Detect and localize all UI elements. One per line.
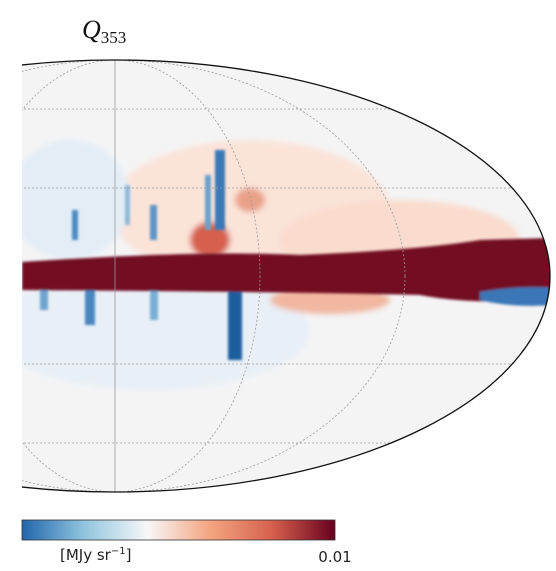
unit: [MJy sr — [60, 546, 112, 564]
colorbar-label: [MJy sr−1] — [60, 546, 131, 564]
title: Q353 — [82, 15, 126, 47]
title-subscript: 353 — [101, 28, 127, 47]
unit-exponent: −1 — [111, 546, 126, 557]
title-symbol: Q — [82, 15, 101, 44]
sky-map — [22, 59, 551, 493]
colorbar — [21, 519, 336, 541]
colorbar-tick-label: 0.01 — [318, 548, 351, 566]
unit-close: ] — [126, 546, 132, 564]
